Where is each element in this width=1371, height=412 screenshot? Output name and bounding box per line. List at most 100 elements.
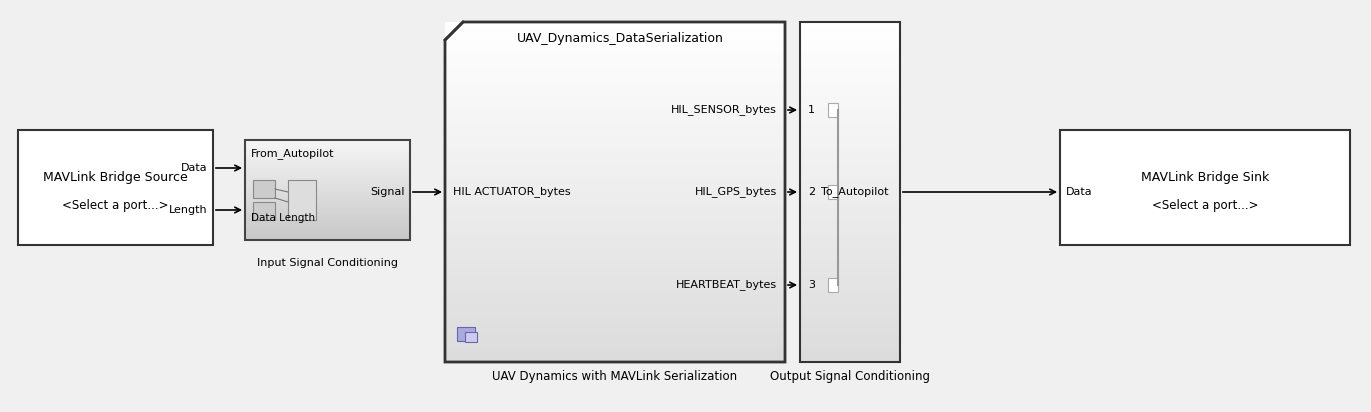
Bar [801,328,899,334]
Bar [801,22,899,28]
Bar [254,202,276,220]
Bar [828,103,838,117]
Bar [446,192,786,198]
Bar [446,158,786,164]
Bar [245,232,410,233]
Text: Signal: Signal [370,187,404,197]
Bar [446,237,786,243]
Bar [801,135,899,141]
Bar [245,172,410,173]
Bar [245,143,410,145]
Bar [801,118,899,124]
Bar [245,193,410,195]
Bar [245,158,410,160]
Bar [446,317,786,322]
Bar [446,73,786,79]
Bar [828,185,838,199]
Bar [801,175,899,181]
Bar [446,135,786,141]
Bar [446,272,786,277]
Text: Output Signal Conditioning: Output Signal Conditioning [771,370,930,383]
Bar [801,186,899,192]
Bar [457,327,474,341]
Bar [245,223,410,225]
Bar [245,167,410,169]
Bar [446,215,786,220]
Bar [801,62,899,67]
Bar [801,305,899,311]
Bar [446,33,786,39]
Bar [801,351,899,356]
Bar [446,226,786,232]
Bar [446,130,786,135]
Bar [465,332,477,342]
Bar [446,345,786,351]
Bar [245,152,410,153]
Bar [245,201,410,204]
Bar [446,277,786,283]
Bar [446,254,786,260]
Bar [801,192,899,198]
Bar [801,84,899,90]
Bar [245,150,410,152]
Bar [245,213,410,215]
Bar [801,96,899,101]
Bar [245,238,410,240]
Bar [801,254,899,260]
Bar [446,198,786,204]
Bar [446,164,786,169]
Bar [245,180,410,182]
Bar [801,317,899,322]
Bar [446,288,786,294]
Bar [245,235,410,236]
Bar [245,175,410,177]
Bar [245,230,410,232]
Bar [446,204,786,209]
Bar [245,217,410,218]
Bar [446,44,786,50]
Bar [245,236,410,238]
Bar [446,243,786,249]
Bar [801,22,899,362]
Bar [245,153,410,155]
Bar [801,232,899,237]
Bar [245,187,410,188]
Bar [446,249,786,254]
Bar [245,147,410,148]
Bar [446,334,786,339]
Bar [446,266,786,272]
Bar [801,345,899,351]
Text: HIL ACTUATOR_bytes: HIL ACTUATOR_bytes [452,187,570,197]
Bar [254,180,276,198]
Bar [801,226,899,232]
Bar [446,232,786,237]
Text: <Select a port...>: <Select a port...> [1152,199,1259,212]
Bar [245,173,410,175]
Bar [446,50,786,56]
Bar [245,183,410,185]
Text: UAV_Dynamics_DataSerialization: UAV_Dynamics_DataSerialization [517,31,724,44]
Bar [801,272,899,277]
Bar [801,220,899,226]
Bar [245,185,410,187]
Bar [446,107,786,112]
Bar [245,207,410,208]
Bar [801,334,899,339]
Bar [245,220,410,222]
Bar [446,96,786,101]
Bar [245,155,410,157]
Bar [801,266,899,272]
Bar [18,130,213,245]
Bar [801,28,899,33]
Bar [446,294,786,300]
Bar [801,339,899,345]
Text: Length: Length [170,205,208,215]
Bar [801,39,899,44]
Bar [245,198,410,200]
Bar [801,73,899,79]
Bar [245,148,410,150]
Bar [245,182,410,183]
Bar [245,190,410,192]
Text: 3: 3 [808,280,814,290]
Bar [245,169,410,170]
